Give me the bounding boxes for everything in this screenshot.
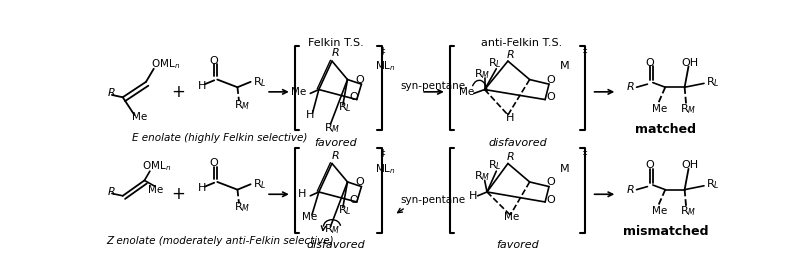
Text: Me: Me: [652, 104, 668, 114]
Text: Me: Me: [652, 206, 668, 216]
Text: M: M: [560, 61, 569, 72]
Text: ML$_n$: ML$_n$: [376, 60, 396, 73]
Text: ML$_n$: ML$_n$: [376, 162, 396, 176]
Text: R$_L$: R$_L$: [253, 75, 267, 89]
Text: R: R: [332, 48, 340, 58]
Text: Me: Me: [132, 112, 147, 121]
Text: Felkin T.S.: Felkin T.S.: [308, 38, 364, 48]
Text: $^‡$: $^‡$: [380, 47, 386, 60]
Text: O: O: [546, 74, 555, 85]
Text: H: H: [197, 183, 206, 193]
Text: O: O: [349, 92, 358, 102]
Text: mismatched: mismatched: [622, 225, 708, 238]
Text: R$_M$: R$_M$: [324, 121, 340, 135]
Text: H: H: [306, 110, 314, 120]
Text: R$_M$: R$_M$: [234, 98, 250, 112]
Text: R$_L$: R$_L$: [705, 177, 720, 191]
Text: R$_M$: R$_M$: [474, 67, 490, 81]
Text: O: O: [546, 177, 555, 187]
Text: OH: OH: [681, 58, 699, 68]
Text: R$_M$: R$_M$: [234, 200, 250, 214]
Text: syn-pentane: syn-pentane: [400, 195, 466, 205]
Text: O: O: [546, 195, 555, 205]
Text: disfavored: disfavored: [489, 138, 548, 148]
Text: $^‡$: $^‡$: [380, 150, 386, 163]
Text: R: R: [626, 185, 634, 195]
Text: R$_L$: R$_L$: [488, 158, 501, 172]
Text: favored: favored: [497, 240, 540, 250]
Text: O: O: [356, 177, 365, 187]
Text: Me: Me: [147, 185, 163, 195]
Text: Me: Me: [291, 87, 306, 97]
Text: O: O: [210, 158, 219, 169]
Text: Z enolate (moderately anti-Felkin selective): Z enolate (moderately anti-Felkin select…: [106, 236, 334, 246]
Text: Me: Me: [504, 212, 520, 222]
Text: matched: matched: [634, 123, 696, 136]
Text: +: +: [172, 185, 185, 203]
Text: OH: OH: [681, 160, 699, 170]
Text: H: H: [506, 113, 514, 123]
Text: O: O: [349, 195, 358, 205]
Text: R: R: [506, 50, 514, 60]
Text: $^‡$: $^‡$: [583, 150, 588, 163]
Text: R$_M$: R$_M$: [474, 170, 490, 183]
Text: R$_L$: R$_L$: [705, 75, 720, 89]
Text: OML$_n$: OML$_n$: [151, 57, 181, 71]
Text: O: O: [356, 74, 365, 85]
Text: R$_M$: R$_M$: [324, 222, 340, 236]
Text: anti-Felkin T.S.: anti-Felkin T.S.: [482, 38, 563, 48]
Text: R$_M$: R$_M$: [681, 204, 696, 218]
Text: +: +: [172, 83, 185, 101]
Text: R: R: [506, 152, 514, 162]
Text: O: O: [646, 160, 654, 170]
Text: H: H: [470, 191, 478, 201]
Text: Me: Me: [458, 87, 474, 97]
Text: O: O: [646, 58, 654, 68]
Text: R$_L$: R$_L$: [338, 100, 351, 114]
Text: disfavored: disfavored: [306, 240, 365, 250]
Text: R: R: [108, 89, 115, 98]
Text: Me: Me: [302, 212, 317, 222]
Text: H: H: [298, 189, 306, 199]
Text: R: R: [626, 82, 634, 92]
Text: R$_L$: R$_L$: [338, 203, 351, 217]
Text: E enolate (highly Felkin selective): E enolate (highly Felkin selective): [132, 134, 307, 143]
Text: syn-pentane: syn-pentane: [400, 81, 466, 91]
Text: favored: favored: [314, 138, 357, 148]
Text: H: H: [197, 81, 206, 91]
Text: OML$_n$: OML$_n$: [142, 160, 171, 174]
Text: R: R: [108, 187, 115, 197]
Text: O: O: [210, 56, 219, 66]
Text: R$_L$: R$_L$: [488, 56, 501, 69]
Text: R$_L$: R$_L$: [253, 177, 267, 191]
Text: O: O: [546, 92, 555, 102]
Text: R$_M$: R$_M$: [681, 102, 696, 116]
Text: R: R: [332, 151, 340, 161]
Text: $^‡$: $^‡$: [583, 47, 588, 60]
Text: M: M: [560, 164, 569, 174]
